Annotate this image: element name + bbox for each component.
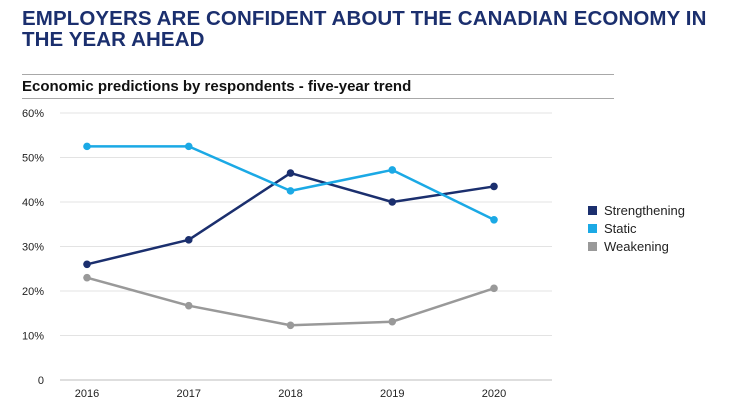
y-tick-label: 60%: [22, 108, 44, 120]
data-point-weakening: [83, 273, 91, 282]
y-tick-label: 30%: [22, 242, 44, 254]
data-point-weakening: [286, 321, 295, 330]
data-point-static: [388, 166, 397, 174]
legend-item-weakening: Weakening: [588, 237, 685, 255]
series-line-weakening: [85, 276, 496, 327]
data-point-static: [184, 142, 193, 151]
data-point-weakening: [490, 284, 498, 293]
subtitle-divider: [22, 98, 614, 99]
series-line-strengthening: [85, 171, 496, 266]
data-point-strengthening: [83, 260, 91, 269]
legend-swatch: [588, 223, 597, 233]
chart-subtitle: Economic predictions by respondents - fi…: [22, 78, 412, 95]
x-tick-label: 2018: [278, 388, 302, 400]
data-point-strengthening: [286, 169, 295, 177]
x-tick-label: 2017: [177, 388, 201, 400]
y-tick-label: 50%: [22, 153, 44, 165]
y-tick-label: 20%: [22, 286, 44, 298]
legend-label: Strengthening: [604, 202, 685, 218]
legend-item-strengthening: Strengthening: [588, 201, 685, 219]
y-tick-label: 0: [38, 375, 44, 387]
title-divider: [22, 74, 614, 75]
data-point-static: [286, 187, 295, 195]
legend-swatch: [588, 205, 597, 215]
data-point-strengthening: [490, 182, 498, 191]
chart-legend: Strengthening Static Weakening: [588, 201, 685, 255]
legend-label: Weakening: [604, 238, 669, 254]
x-tick-label: 2016: [75, 388, 99, 400]
y-tick-label: 10%: [22, 331, 44, 343]
chart-title: EMPLOYERS ARE CONFIDENT ABOUT THE CANADI…: [22, 7, 707, 51]
legend-label: Static: [604, 220, 637, 236]
x-tick-label: 2019: [380, 388, 404, 400]
y-tick-label: 40%: [22, 197, 44, 209]
data-point-weakening: [388, 317, 397, 326]
data-point-static: [490, 216, 498, 224]
legend-swatch: [588, 241, 597, 251]
data-point-weakening: [184, 301, 193, 310]
data-point-strengthening: [184, 236, 193, 244]
data-point-strengthening: [388, 198, 397, 206]
data-point-static: [83, 142, 91, 151]
x-tick-label: 2020: [482, 388, 506, 400]
legend-item-static: Static: [588, 219, 685, 237]
